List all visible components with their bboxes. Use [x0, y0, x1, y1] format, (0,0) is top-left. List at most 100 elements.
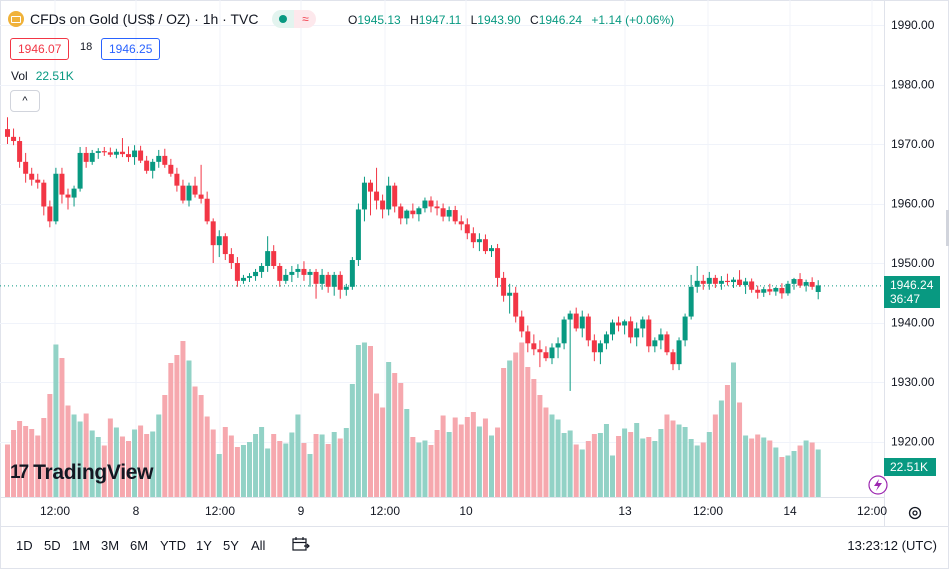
candle-body	[470, 233, 476, 243]
volume-bar	[622, 428, 628, 497]
time-axis-label: 14	[783, 504, 797, 518]
candle-body	[71, 188, 77, 198]
candle-body	[718, 280, 724, 284]
volume-bar	[162, 395, 168, 497]
symbol-title[interactable]: CFDs on Gold (US$ / OZ) · 1h · TVC	[30, 11, 259, 27]
candle-body	[676, 340, 682, 365]
candle-body	[343, 286, 349, 290]
price-axis-label: 1960.00	[891, 197, 935, 211]
spread-value: 18	[80, 41, 93, 53]
scroll-handle[interactable]	[946, 210, 949, 246]
candle-body	[646, 319, 652, 347]
candle-body	[652, 340, 658, 347]
bid-price-button[interactable]: 1946.07	[10, 38, 70, 60]
candle-body	[289, 271, 295, 275]
candle-body	[168, 164, 174, 174]
tradingview-logo[interactable]: 17 TradingView	[10, 461, 153, 485]
candle-body	[392, 185, 398, 207]
candle-body	[440, 208, 446, 217]
time-axis-label: 9	[298, 504, 305, 518]
time-axis-label: 12:00	[857, 504, 887, 518]
volume-bar	[192, 386, 198, 497]
candle-body	[761, 289, 767, 293]
volume-bar	[180, 341, 186, 497]
volume-bar	[537, 395, 543, 497]
range-1d[interactable]: 1D	[16, 538, 33, 553]
candle-body	[325, 274, 331, 287]
volume-bar	[428, 445, 434, 497]
close-value: 1946.24	[538, 13, 583, 27]
range-ytd[interactable]: YTD	[160, 538, 186, 553]
volume-bar	[331, 432, 337, 497]
volume-bar	[271, 434, 277, 497]
range-6m[interactable]: 6M	[130, 538, 149, 553]
range-5d[interactable]: 5D	[44, 538, 61, 553]
volume-bar	[313, 434, 319, 497]
candle-body	[307, 271, 313, 275]
volume-bar	[404, 409, 410, 497]
volume-bar	[174, 355, 180, 497]
range-1m[interactable]: 1M	[72, 538, 91, 553]
volume-bar	[101, 445, 107, 497]
candle-body	[204, 198, 210, 222]
range-5y[interactable]: 5Y	[223, 538, 239, 553]
market-status-pill[interactable]: ≈	[272, 10, 317, 28]
candle-body	[222, 236, 228, 255]
volume-bar	[470, 412, 476, 497]
candle-body	[416, 208, 422, 215]
candle-body	[65, 194, 71, 198]
collapse-legend-button[interactable]: ^	[10, 90, 40, 112]
volume-series	[5, 341, 821, 497]
high-value: 1947.11	[418, 13, 462, 27]
candle-body	[664, 334, 670, 353]
volume-bar	[767, 440, 773, 497]
volume-bar	[743, 435, 749, 497]
volume-bar	[446, 432, 452, 497]
candle-body	[815, 285, 821, 292]
change-value: +1.14 (+0.06%)	[591, 13, 675, 27]
volume-bar	[785, 455, 791, 497]
volume-bar	[355, 345, 361, 497]
volume-label: Vol	[11, 69, 28, 83]
chevron-up-icon: ^	[22, 95, 28, 107]
candle-body	[507, 292, 513, 296]
volume-legend: Vol 22.51K	[11, 69, 74, 83]
chart-settings-button[interactable]	[907, 505, 923, 526]
open-value: 1945.13	[357, 13, 401, 27]
range-3m[interactable]: 3M	[101, 538, 120, 553]
volume-bar	[573, 444, 579, 497]
candle-body	[349, 260, 355, 287]
candle-body	[313, 271, 319, 284]
last-price-label: 1946.24 36:47	[884, 276, 940, 308]
volume-bar	[458, 424, 464, 497]
volume-bar	[17, 421, 23, 497]
candle-body	[295, 268, 301, 272]
volume-bar	[513, 352, 519, 497]
calendar-icon[interactable]	[292, 536, 310, 552]
ask-price-button[interactable]: 1946.25	[101, 38, 161, 60]
volume-bar	[525, 367, 531, 497]
lightning-icon[interactable]	[868, 475, 888, 495]
volume-bar	[386, 362, 392, 497]
chart-header: CFDs on Gold (US$ / OZ) · 1h · TVC ≈	[8, 10, 317, 28]
candle-body	[610, 322, 615, 335]
utc-clock[interactable]: 13:23:12 (UTC)	[847, 538, 937, 553]
candle-body	[706, 277, 712, 284]
tradingview-mark-icon: 17	[10, 462, 29, 483]
candle-body	[247, 276, 252, 278]
range-all[interactable]: All	[251, 538, 266, 553]
candle-body	[501, 277, 507, 296]
bar-countdown: 36:47	[890, 292, 920, 306]
range-1y[interactable]: 1Y	[196, 538, 212, 553]
candle-body	[83, 152, 89, 162]
volume-bar	[186, 360, 192, 497]
candle-body	[186, 185, 192, 201]
volume-bar	[319, 434, 325, 497]
volume-bar	[234, 447, 240, 497]
volume-bar	[706, 432, 712, 497]
volume-bar	[228, 435, 234, 497]
candle-body	[773, 287, 779, 292]
time-axis: 12:00 8 12:00 9 12:00 10 13 12:00 14 12:00	[40, 504, 887, 518]
price-axis-label: 1920.00	[891, 435, 935, 449]
